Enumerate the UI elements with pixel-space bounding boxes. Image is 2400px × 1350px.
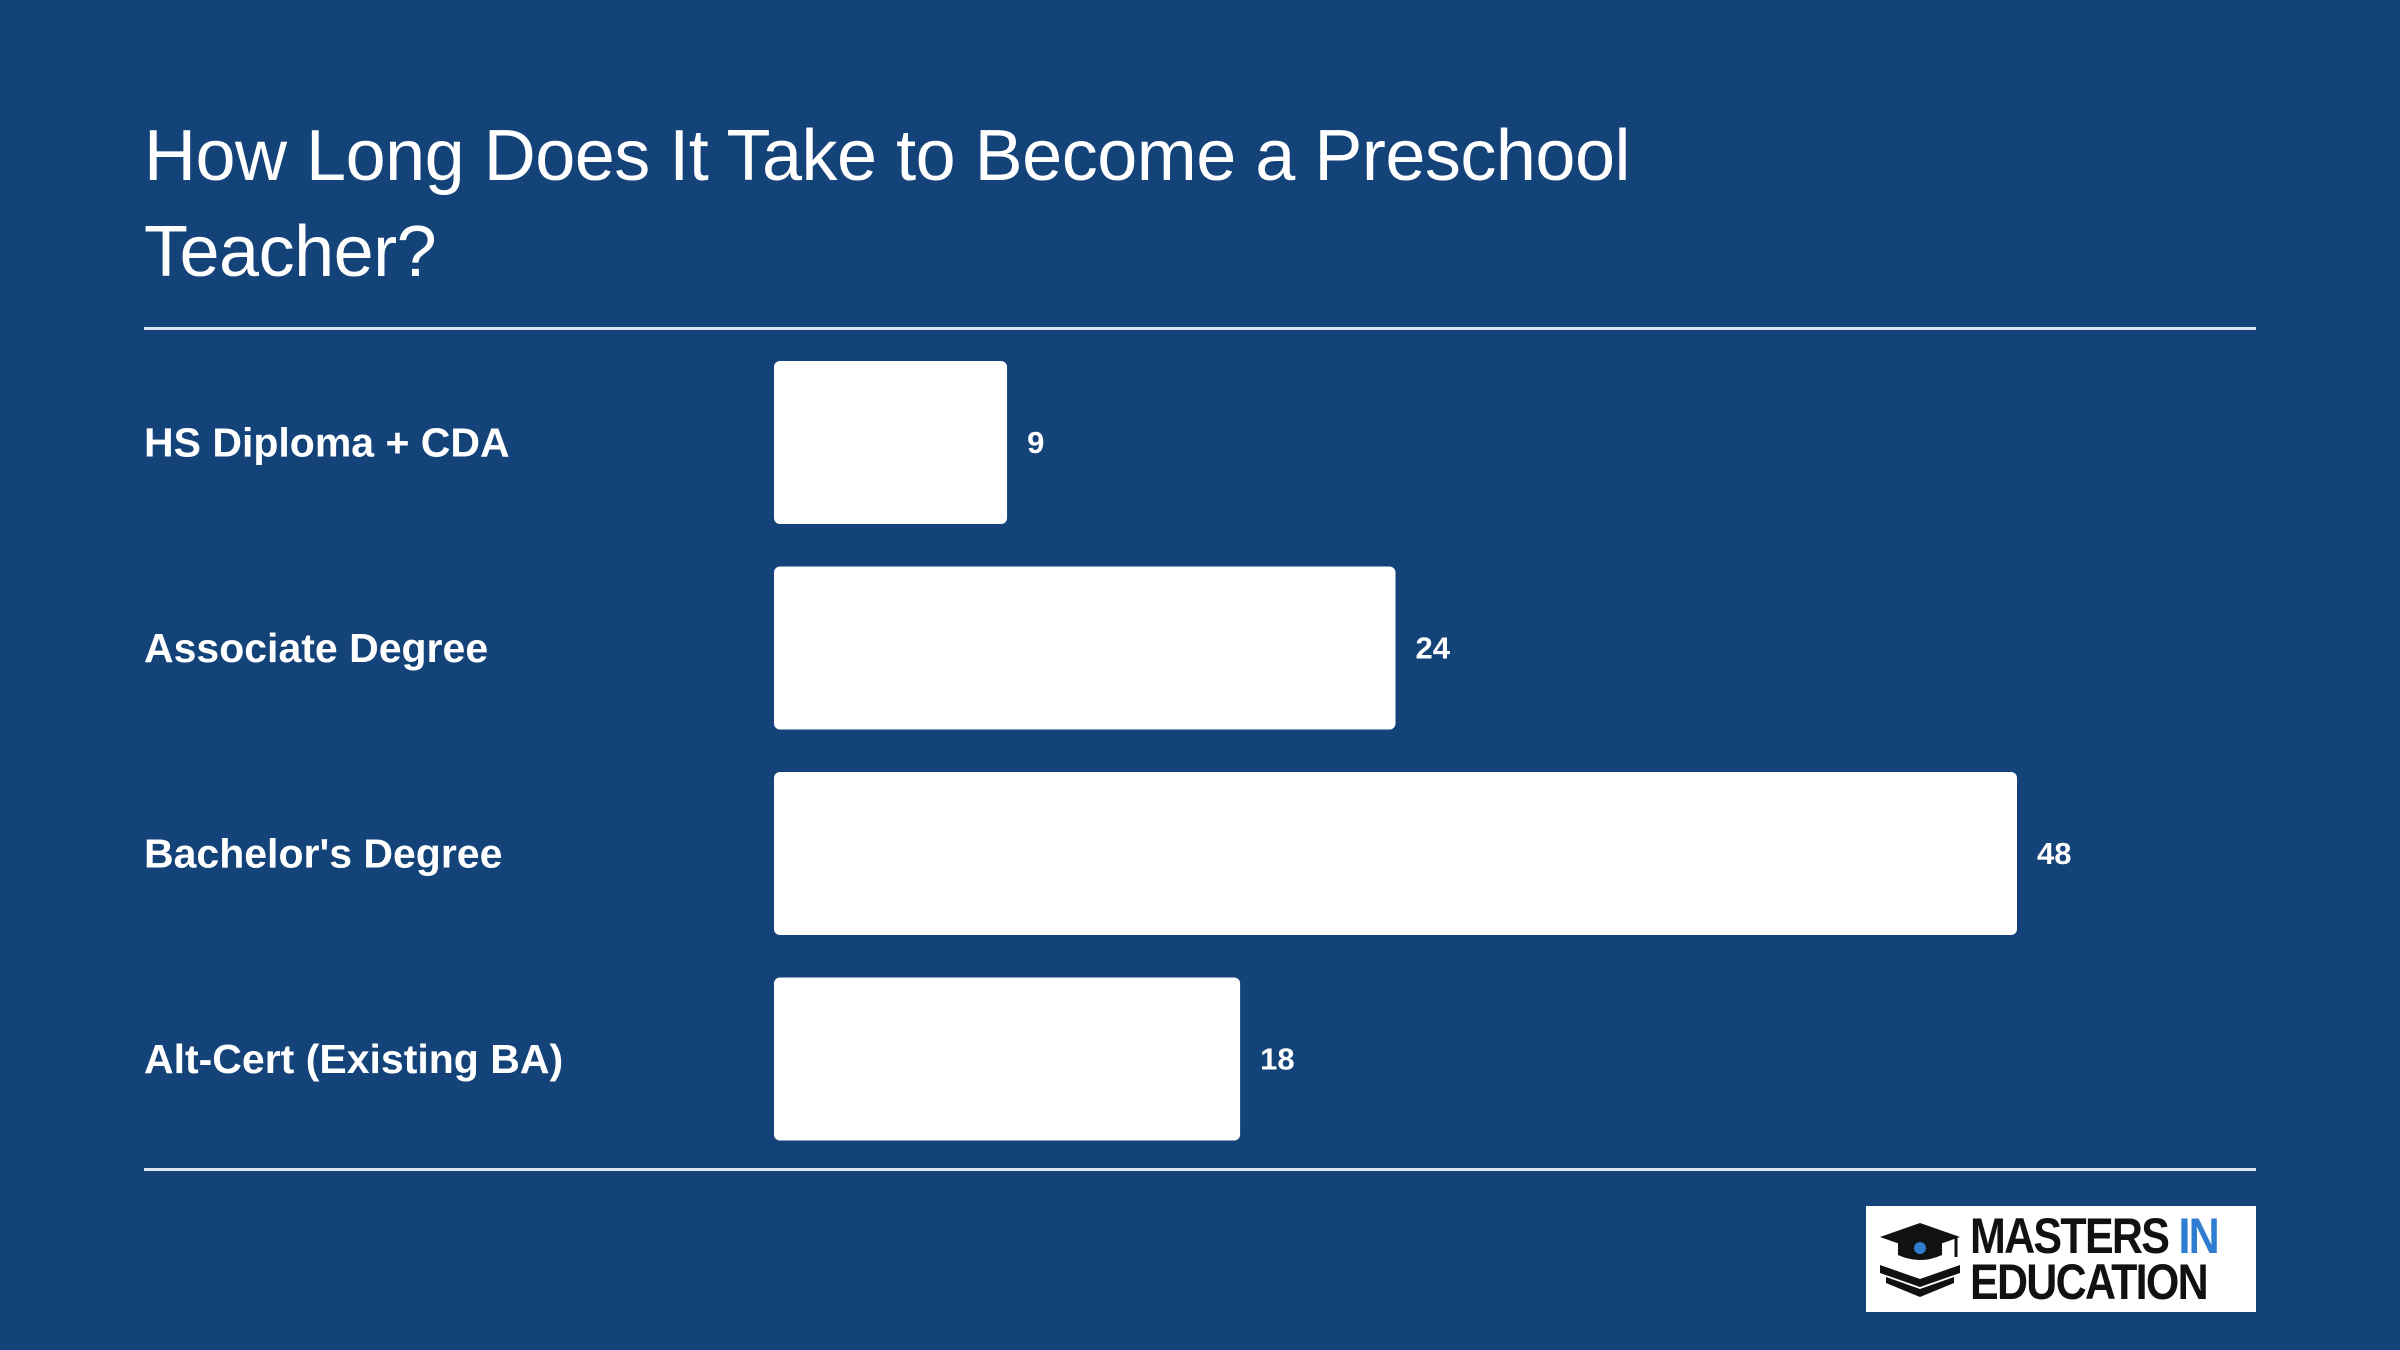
bottom-divider (144, 1168, 2256, 1171)
bar-associate-degree (774, 566, 1396, 730)
category-label-alt-cert-existing-ba: Alt-Cert (Existing BA) (144, 1036, 563, 1082)
bar-bachelor-s-degree (774, 772, 2017, 935)
category-label-hs-diploma-cda: HS Diploma + CDA (144, 420, 510, 466)
top-divider (144, 327, 2256, 330)
value-label-associate-degree: 24 (1416, 631, 1451, 666)
logo-wordmark: MASTERS IN EDUCATION (1970, 1211, 2220, 1310)
logo-text-masters: MASTERS (1970, 1208, 2170, 1264)
bar-hs-diploma-cda (774, 361, 1008, 524)
value-label-alt-cert-existing-ba: 18 (1260, 1042, 1294, 1077)
bar-alt-cert-existing-ba (774, 977, 1241, 1141)
logo-text-education: EDUCATION (1970, 1254, 2209, 1310)
logo-text-in: IN (2178, 1208, 2219, 1264)
graduation-cap-book-icon (1880, 1223, 1960, 1297)
category-label-bachelor-s-degree: Bachelor's Degree (144, 831, 502, 877)
chart-title: How Long Does It Take to Become a Presch… (144, 116, 1631, 292)
value-label-bachelor-s-degree: 48 (2037, 836, 2071, 871)
masters-in-education-logo: MASTERS IN EDUCATION (1866, 1206, 2256, 1312)
category-label-associate-degree: Associate Degree (144, 625, 488, 671)
value-label-hs-diploma-cda: 9 (1027, 425, 1044, 460)
